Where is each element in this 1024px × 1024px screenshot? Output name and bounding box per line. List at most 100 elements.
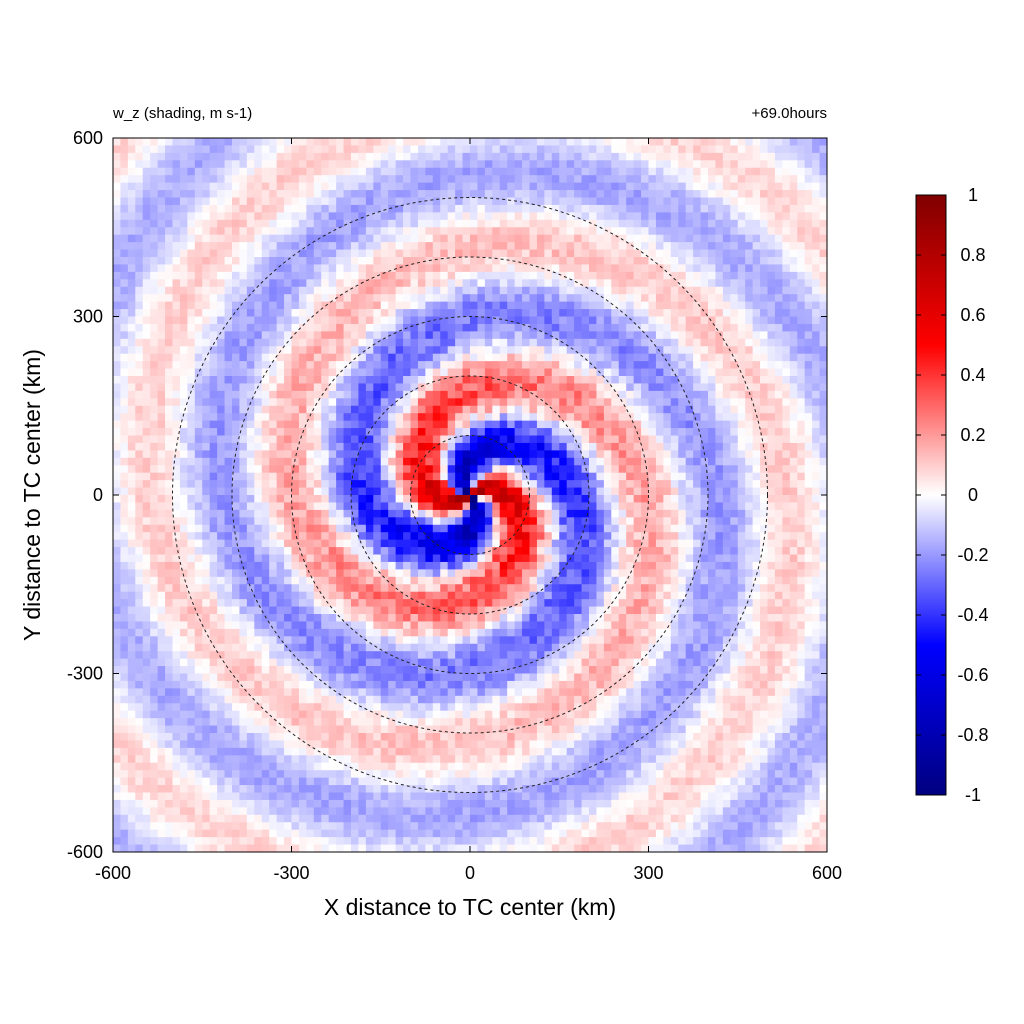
field-cell — [492, 539, 501, 548]
field-cell — [179, 219, 188, 228]
field-cell — [232, 175, 241, 184]
field-cell — [403, 472, 412, 481]
field-cell — [276, 405, 285, 414]
field-cell — [232, 785, 241, 794]
field-cell — [417, 762, 426, 771]
field-cell — [432, 829, 441, 838]
field-cell — [120, 465, 129, 474]
field-cell — [395, 524, 404, 533]
field-cell — [269, 614, 278, 623]
field-cell — [484, 740, 493, 749]
field-cell — [343, 762, 352, 771]
field-cell — [343, 495, 352, 504]
field-cell — [217, 710, 226, 719]
field-cell — [432, 569, 441, 578]
field-cell — [358, 792, 367, 801]
field-cell — [447, 740, 456, 749]
field-cell — [291, 666, 300, 675]
field-cell — [276, 219, 285, 228]
field-cell — [209, 844, 218, 852]
field-cell — [187, 710, 196, 719]
field-cell — [298, 680, 307, 689]
field-cell — [246, 420, 255, 429]
field-cell — [440, 323, 449, 332]
field-cell — [291, 785, 300, 794]
field-cell — [432, 844, 441, 852]
field-cell — [172, 353, 181, 362]
field-cell — [403, 621, 412, 630]
field-cell — [113, 353, 122, 362]
field-cell — [492, 390, 501, 399]
field-cell — [328, 167, 337, 176]
field-cell — [298, 666, 307, 675]
field-cell — [313, 740, 322, 749]
field-cell — [202, 844, 211, 852]
field-cell — [269, 271, 278, 280]
field-cell — [470, 822, 479, 831]
field-cell — [172, 599, 181, 608]
field-cell — [432, 799, 441, 808]
field-cell — [492, 182, 501, 191]
field-cell — [113, 666, 122, 675]
field-cell — [202, 673, 211, 682]
field-cell — [477, 539, 486, 548]
field-cell — [470, 368, 479, 377]
field-cell — [187, 636, 196, 645]
field-cell — [395, 480, 404, 489]
field-cell — [455, 710, 464, 719]
field-cell — [306, 658, 315, 667]
field-cell — [202, 502, 211, 511]
field-cell — [261, 338, 270, 347]
field-cell — [343, 480, 352, 489]
field-cell — [194, 621, 203, 630]
field-cell — [447, 435, 456, 444]
field-cell — [217, 242, 226, 251]
field-cell — [462, 182, 471, 191]
field-cell — [269, 777, 278, 786]
field-cell — [313, 286, 322, 295]
field-cell — [261, 383, 270, 392]
field-cell — [321, 316, 330, 325]
field-cell — [462, 271, 471, 280]
field-cell — [157, 353, 166, 362]
field-cell — [284, 435, 293, 444]
field-cell — [425, 457, 434, 466]
field-cell — [194, 844, 203, 852]
field-cell — [172, 160, 181, 169]
field-cell — [432, 755, 441, 764]
field-cell — [321, 249, 330, 258]
field-cell — [217, 309, 226, 318]
field-cell — [440, 331, 449, 340]
field-cell — [142, 219, 151, 228]
field-cell — [157, 160, 166, 169]
field-cell — [113, 175, 122, 184]
field-cell — [455, 190, 464, 199]
field-cell — [462, 376, 471, 385]
field-cell — [150, 264, 159, 273]
field-cell — [455, 651, 464, 660]
field-cell — [447, 658, 456, 667]
field-cell — [313, 190, 322, 199]
field-cell — [135, 725, 144, 734]
field-cell — [321, 167, 330, 176]
field-cell — [484, 204, 493, 213]
field-cell — [202, 435, 211, 444]
field-cell — [351, 279, 360, 288]
field-cell — [298, 361, 307, 370]
field-cell — [313, 844, 322, 852]
field-cell — [202, 398, 211, 407]
field-cell — [254, 547, 263, 556]
field-cell — [410, 718, 419, 727]
field-cell — [224, 309, 233, 318]
field-cell — [365, 353, 374, 362]
field-cell — [492, 502, 501, 511]
field-cell — [127, 666, 136, 675]
field-cell — [209, 257, 218, 266]
field-cell — [113, 762, 122, 771]
field-cell — [276, 762, 285, 771]
field-cell — [135, 457, 144, 466]
field-cell — [239, 837, 248, 846]
field-cell — [276, 547, 285, 556]
field-cell — [194, 718, 203, 727]
field-cell — [470, 814, 479, 823]
